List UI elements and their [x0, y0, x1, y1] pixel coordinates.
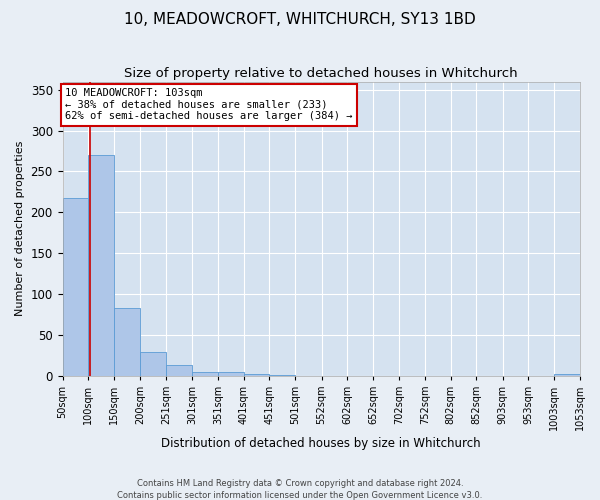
Bar — [166, 365, 192, 376]
Y-axis label: Number of detached properties: Number of detached properties — [15, 141, 25, 316]
Bar — [140, 352, 166, 376]
Bar — [554, 374, 580, 376]
Title: Size of property relative to detached houses in Whitchurch: Size of property relative to detached ho… — [124, 68, 518, 80]
Text: 10, MEADOWCROFT, WHITCHURCH, SY13 1BD: 10, MEADOWCROFT, WHITCHURCH, SY13 1BD — [124, 12, 476, 28]
Bar — [114, 308, 140, 376]
Bar — [269, 375, 295, 376]
Bar — [218, 372, 244, 376]
Bar — [88, 155, 114, 376]
Bar — [62, 198, 88, 376]
Bar — [192, 372, 218, 376]
Text: Contains HM Land Registry data © Crown copyright and database right 2024.
Contai: Contains HM Land Registry data © Crown c… — [118, 478, 482, 500]
Bar — [244, 374, 269, 376]
Text: 10 MEADOWCROFT: 103sqm
← 38% of detached houses are smaller (233)
62% of semi-de: 10 MEADOWCROFT: 103sqm ← 38% of detached… — [65, 88, 353, 122]
X-axis label: Distribution of detached houses by size in Whitchurch: Distribution of detached houses by size … — [161, 437, 481, 450]
